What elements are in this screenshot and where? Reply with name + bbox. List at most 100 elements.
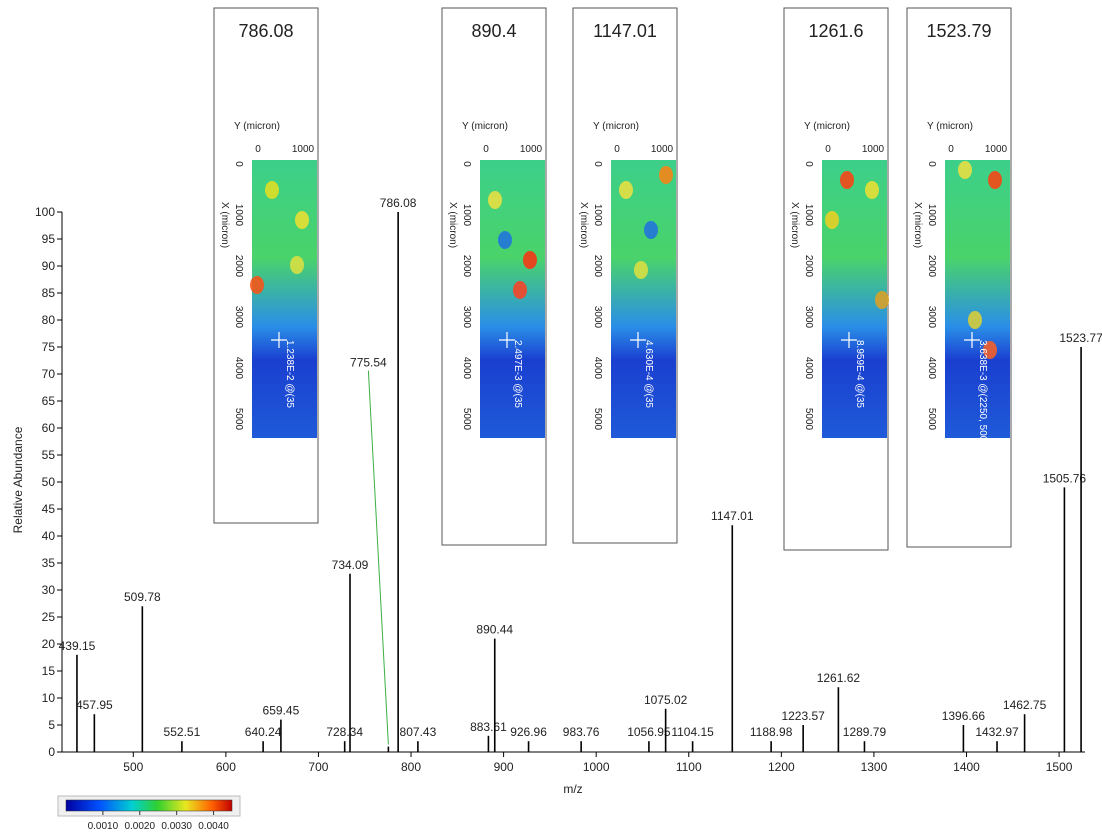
peak-label: 1432.97 (975, 725, 1019, 739)
heatmap-spot (825, 211, 839, 229)
inset-x-tick: 3000 (461, 306, 472, 329)
peak-label: 728.34 (326, 725, 363, 739)
inset-x-tick: 0 (926, 161, 937, 167)
y-tick-label: 55 (42, 448, 56, 462)
y-tick-label: 100 (35, 205, 55, 219)
inset-y-tick: 1000 (651, 144, 674, 155)
heatmap-spot (983, 341, 997, 359)
heatmap-spot (523, 251, 537, 269)
heatmap-spot (488, 191, 502, 209)
heatmap-spot (265, 181, 279, 199)
inset-x-tick: 4000 (592, 357, 603, 380)
y-tick-label: 75 (42, 340, 56, 354)
inset-y-tick: 1000 (292, 144, 315, 155)
inset-x-tick: 5000 (592, 408, 603, 431)
inset-y-tick: 0 (614, 144, 620, 155)
inset-x-tick: 0 (592, 161, 603, 167)
peak-label: 890.44 (476, 623, 513, 637)
colorbar-tick-label: 0.0020 (124, 821, 155, 832)
y-tick-label: 40 (42, 529, 56, 543)
y-tick-label: 20 (42, 637, 56, 651)
peak-label: 1188.98 (750, 725, 793, 739)
y-tick-label: 50 (42, 475, 56, 489)
cursor-cross (964, 332, 980, 348)
inset-y-tick: 1000 (862, 144, 885, 155)
peak-label: 1104.15 (671, 725, 714, 739)
inset-x-tick: 0 (233, 161, 244, 167)
x-axis-label: m/z (563, 782, 582, 796)
heatmap-spot (644, 221, 658, 239)
inset-x-tick: 2000 (592, 255, 603, 278)
colorbar-tick-label: 0.0040 (198, 821, 229, 832)
y-tick-label: 85 (42, 286, 56, 300)
colorbar-tick-label: 0.0010 (88, 821, 119, 832)
inset-y-tick: 1000 (520, 144, 543, 155)
inset-x-tick: 4000 (461, 357, 472, 380)
pixel-annotation: 3.638E-3 @(2250, 500) (977, 340, 988, 445)
y-tick-label: 90 (42, 259, 56, 273)
inset-x-tick: 1000 (926, 204, 937, 227)
y-tick-label: 30 (42, 583, 56, 597)
peak-label: 734.09 (332, 558, 369, 572)
x-tick-label: 1200 (768, 760, 795, 774)
inset-y-tick: 0 (255, 144, 261, 155)
peak-label: 1056.95 (627, 725, 671, 739)
peak-label: 926.96 (510, 725, 547, 739)
inset-y-label: Y (micron) (462, 121, 508, 132)
inset-x-label: X (micron) (578, 202, 589, 248)
peak-label: 552.51 (164, 725, 201, 739)
heatmap-spot (968, 311, 982, 329)
y-tick-label: 5 (48, 718, 55, 732)
heatmap-spot (250, 276, 264, 294)
inset-y-tick: 0 (948, 144, 954, 155)
x-tick-label: 800 (401, 760, 421, 774)
y-tick-label: 0 (48, 745, 55, 759)
inset-x-tick: 1000 (461, 204, 472, 227)
heatmap (611, 160, 676, 438)
inset-y-label: Y (micron) (804, 121, 850, 132)
colorbar-tick-label: 0.0030 (161, 821, 192, 832)
inset-x-tick: 0 (461, 161, 472, 167)
inset-x-tick: 0 (803, 161, 814, 167)
peak-label: 457.95 (76, 698, 113, 712)
y-tick-label: 45 (42, 502, 56, 516)
peak-label: 1289.79 (843, 725, 887, 739)
inset-x-tick: 5000 (926, 408, 937, 431)
panel-title: 786.08 (238, 21, 293, 41)
y-tick-label: 35 (42, 556, 56, 570)
inset-y-label: Y (micron) (593, 121, 639, 132)
inset-x-tick: 1000 (803, 204, 814, 227)
peak-label: 1075.02 (644, 693, 688, 707)
heatmap-spot (634, 261, 648, 279)
panel-title: 1261.6 (808, 21, 863, 41)
peak-label: 1261.62 (817, 671, 861, 685)
x-tick-label: 1000 (583, 760, 610, 774)
inset-x-tick: 2000 (803, 255, 814, 278)
y-tick-label: 25 (42, 610, 56, 624)
inset-x-tick: 5000 (461, 408, 472, 431)
peak-label: 659.45 (263, 704, 300, 718)
inset-x-tick: 3000 (592, 306, 603, 329)
heatmap-spot (295, 211, 309, 229)
peak-label: 983.76 (563, 725, 600, 739)
panel-title: 1147.01 (593, 21, 657, 41)
heatmap-spot (875, 291, 889, 309)
y-tick-label: 60 (42, 421, 56, 435)
x-tick-label: 900 (494, 760, 514, 774)
x-tick-label: 1100 (676, 760, 702, 774)
inset-x-tick: 4000 (233, 357, 244, 380)
x-tick-label: 1500 (1046, 760, 1073, 774)
inset-x-tick: 4000 (803, 357, 814, 380)
peak-label: 807.43 (400, 725, 437, 739)
peak-label: 1147.01 (711, 509, 754, 523)
inset-x-label: X (micron) (789, 202, 800, 248)
peak-label: 1523.77 (1059, 331, 1102, 345)
peak-label: 640.24 (245, 725, 282, 739)
x-tick-label: 700 (308, 760, 328, 774)
inset-x-tick: 2000 (233, 255, 244, 278)
